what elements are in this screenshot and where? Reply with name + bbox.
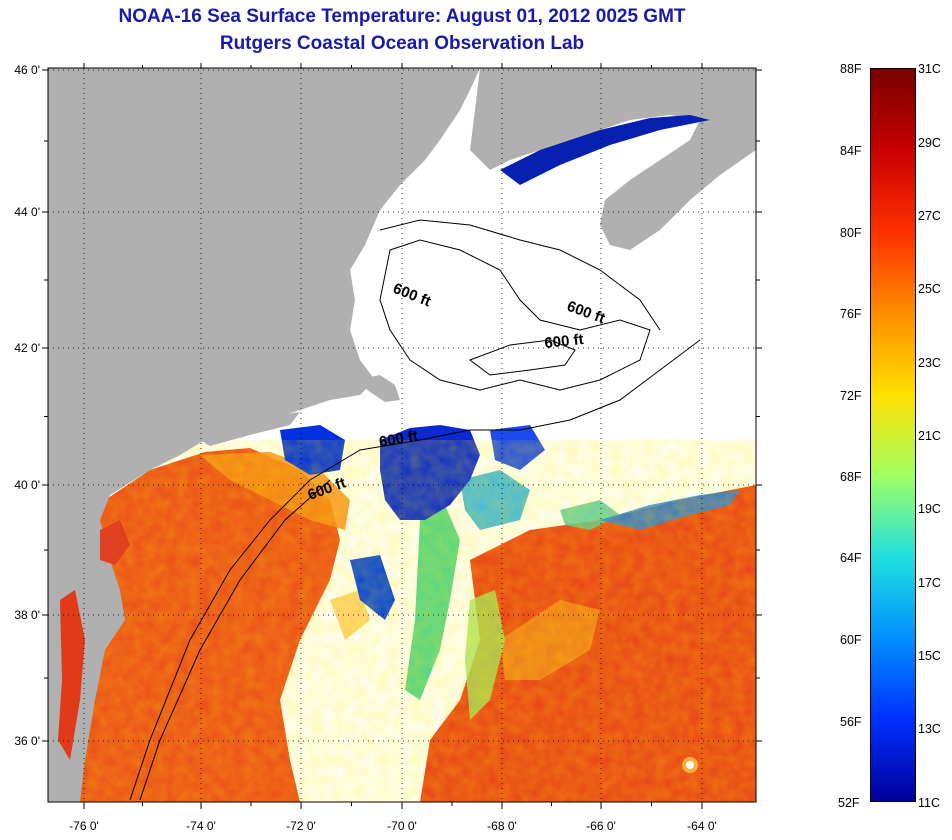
colorbar-f-label: 52F [838,796,860,810]
contour-label-600ft-3: 600 ft [544,331,585,352]
lon-label: -76 0' [69,819,99,833]
lat-label: 44 0' [14,205,40,219]
lon-label: -72 0' [286,819,316,833]
fundy-cold [500,115,710,185]
lon-label: -68 0' [487,819,517,833]
colorbar-c-label: 23C [918,356,941,370]
lat-label: 42 0' [14,341,40,355]
colorbar-c-label: 17C [918,576,941,590]
land-cape-cod [355,375,400,402]
temperature-colorbar [870,68,916,802]
colorbar-c-label: 21C [918,429,941,443]
colorbar-f-label: 68F [840,470,862,484]
colorbar-c-label: 19C [918,502,941,516]
lat-label: 36 0' [14,734,40,748]
land-nova-scotia [470,68,756,250]
delaware-bay [100,520,130,565]
map-subtitle: Rutgers Coastal Ocean Observation Lab [219,33,585,54]
lon-label: -70 0' [387,819,417,833]
lat-label: 38 0' [14,608,40,622]
axis-ticks [42,63,762,809]
latitude-labels: 46 0' 44 0' 42 0' 40 0' 38 0' 36 0' [14,63,40,748]
land-long-island [200,412,300,446]
sst-texture [48,440,756,802]
bathymetry-contours [129,219,701,801]
chesapeake-bay [58,590,85,760]
colorbar-f-label: 80F [840,226,862,240]
land-us-coast [48,68,480,802]
colorbar-f-label: 88F [840,62,862,76]
colorbar-c-label: 13C [918,722,941,736]
colorbar-c-label: 31C [918,62,941,76]
contour-label-600ft-4: 600 ft [378,427,420,451]
longitude-labels: -76 0' -74 0' -72 0' -70 0' -68 0' -66 0… [69,819,717,833]
colorbar-c-label: 11C [918,796,941,810]
lat-label: 46 0' [14,63,40,77]
lon-label: -66 0' [586,819,616,833]
colorbar-c-label: 27C [918,209,941,223]
colorbar-f-label: 72F [840,389,862,403]
lon-label: -74 0' [186,819,216,833]
colorbar-c-label: 25C [918,282,941,296]
graticule [48,68,756,802]
colorbar-f-label: 84F [840,144,862,158]
map-title: NOAA-16 Sea Surface Temperature: August … [118,6,686,27]
lat-label: 40 0' [14,478,40,492]
lon-label: -64 0' [687,819,717,833]
colorbar-f-label: 76F [840,307,862,321]
colorbar-c-label: 29C [918,136,941,150]
colorbar-f-label: 56F [840,715,862,729]
colorbar-c-label: 15C [918,649,941,663]
colorbar-f-label: 64F [840,551,862,565]
eddy-spot-center [686,761,694,769]
colorbar-f-label: 60F [840,633,862,647]
bay-of-fundy [530,122,690,180]
